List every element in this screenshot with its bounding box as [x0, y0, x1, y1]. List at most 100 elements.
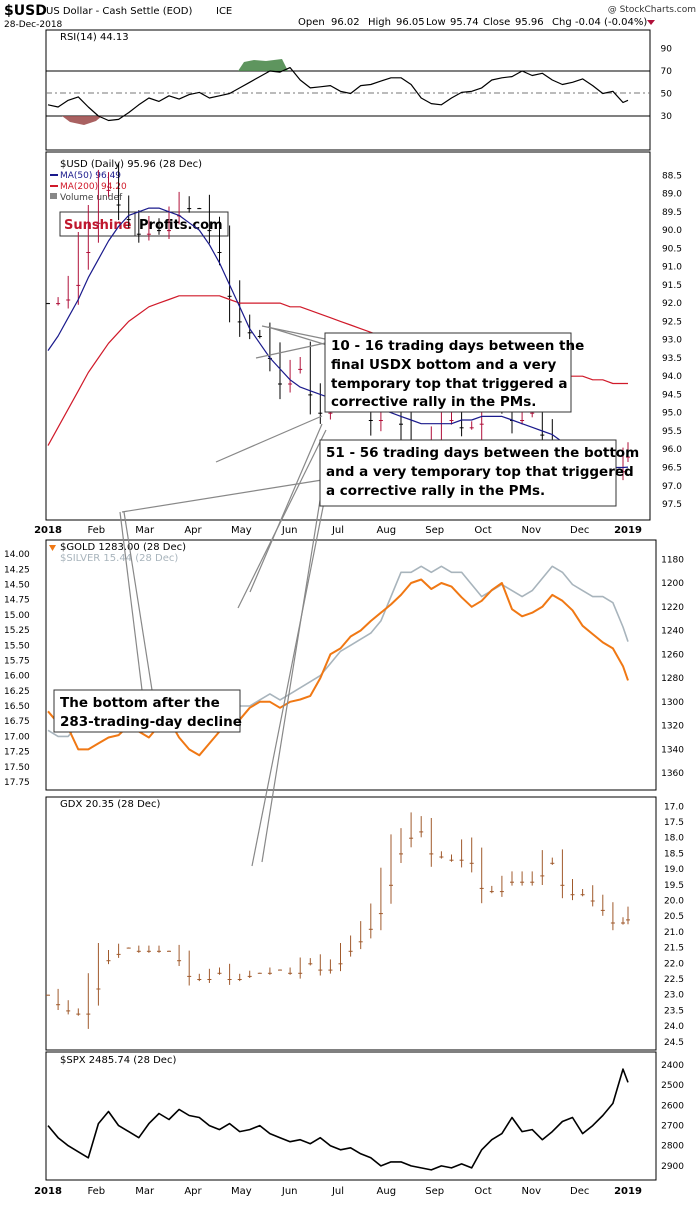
gdx-candle [237, 979, 242, 980]
spx-x-tick-label: May [231, 1186, 252, 1197]
gdx-candle [580, 894, 585, 896]
usd-candle [278, 383, 282, 385]
usd-tick-label: 90.0 [662, 226, 682, 236]
gdx-candle [278, 969, 282, 971]
usd-x-tick-label: Aug [377, 525, 397, 536]
annotation-box-1-line-3: temporary top that triggered a [331, 376, 567, 392]
gdx-candle [560, 884, 565, 886]
usd-tick-label: 88.5 [662, 171, 682, 181]
pointer-line [121, 479, 323, 513]
chg-value: -0.04 (-0.04%) [575, 17, 647, 28]
gdx-candle [96, 988, 101, 990]
gdx-tick-label: 22.0 [664, 959, 684, 969]
gdx-candle [479, 887, 484, 889]
usd-candle [157, 230, 161, 232]
gdx-tick-label: 24.5 [664, 1038, 684, 1048]
gdx-candle [610, 922, 615, 924]
usd-x-tick-label: Mar [135, 525, 155, 536]
gdx-candle [570, 894, 575, 896]
silver-tick-label: 15.50 [4, 641, 30, 651]
usd-candle [368, 420, 373, 421]
gdx-tick-label: 20.0 [664, 897, 684, 907]
gdx-candle [187, 975, 192, 977]
silver-tick-label: 14.50 [4, 581, 30, 591]
usd-tick-label: 94.5 [662, 390, 682, 400]
gdx-candle [499, 891, 504, 893]
gold-tick-label: 1260 [661, 650, 684, 660]
usd-tick-label: 93.0 [662, 336, 682, 346]
gdx-candle [197, 979, 202, 980]
spx-tick-label: 2700 [661, 1122, 684, 1132]
usd-tick-label: 92.0 [662, 299, 682, 309]
usd-candle [530, 412, 535, 414]
gold-tick-label: 1180 [661, 555, 684, 565]
gdx-candle [600, 909, 605, 911]
gdx-candle [358, 941, 363, 943]
usd-candle [469, 427, 474, 429]
high-value: 96.05 [396, 17, 425, 28]
gdx-candle [207, 979, 212, 980]
annotation-box-2-line-2: and a very temporary top that triggered [326, 464, 634, 480]
usd-tick-label: 91.5 [662, 281, 682, 291]
gdx-candle [540, 875, 545, 877]
spx-tick-label: 2600 [661, 1101, 684, 1111]
gdx-tick-label: 18.5 [664, 849, 684, 859]
watermark: @ StockCharts.com [608, 5, 696, 15]
silver-tick-label: 15.00 [4, 611, 30, 621]
gdx-tick-label: 22.5 [664, 975, 684, 985]
spx-x-tick-label: 2018 [34, 1186, 62, 1197]
usd-candle [399, 423, 403, 425]
usd-candle [227, 295, 232, 297]
silver-tick-label: 16.50 [4, 702, 30, 712]
usd-candle [96, 222, 101, 224]
usd-candle [298, 368, 303, 370]
gdx-tick-label: 17.0 [664, 802, 684, 812]
gdx-candle [308, 963, 313, 965]
spx-x-tick-label: Nov [522, 1186, 542, 1197]
rsi-tick-label: 90 [661, 45, 673, 55]
usd-tick-label: 95.0 [662, 409, 682, 419]
gdx-candle [318, 969, 323, 971]
usd-tick-label: 89.5 [662, 208, 682, 218]
usd-candle [247, 332, 252, 334]
silver-tick-label: 16.25 [4, 687, 30, 697]
gdx-candle [328, 969, 333, 971]
rsi-title: RSI(14) 44.13 [60, 32, 129, 43]
chg-label: Chg [552, 17, 572, 28]
annotation-box-1-line-2: final USDX bottom and a very [331, 357, 556, 373]
gdx-tick-label: 23.5 [664, 1006, 684, 1016]
annotation-box-2-line-1: 51 - 56 trading days between the bottom [326, 445, 639, 461]
header-symbol: $USD [4, 3, 47, 19]
gold-tick-label: 1360 [661, 769, 684, 779]
usd-x-tick-label: 2018 [34, 525, 62, 536]
gdx-candle [429, 853, 434, 855]
gdx-candle [76, 1013, 81, 1015]
spx-line [47, 1068, 629, 1171]
gdx-candle [46, 994, 50, 996]
usd-candle [479, 423, 484, 425]
pointer-line [237, 429, 327, 609]
silver-tick-label: 17.25 [4, 748, 30, 758]
usd-candle [378, 420, 383, 421]
spx-tick-label: 2500 [661, 1081, 684, 1091]
gdx-candle [298, 972, 303, 974]
high-label: High [368, 17, 391, 28]
gdx-candle [288, 972, 293, 974]
gdx-candle [116, 953, 121, 955]
gdx-candles [46, 812, 630, 1029]
pointer-line [251, 491, 327, 867]
usd-x-tick-label: Dec [570, 525, 589, 536]
silver-tick-label: 17.75 [4, 778, 30, 788]
usd-x-tick-label: May [231, 525, 252, 536]
usd-x-tick-label: Feb [87, 525, 105, 536]
usd-candle [626, 456, 630, 458]
silver-tick-label: 16.75 [4, 717, 30, 727]
spx-x-tick-label: Feb [87, 1186, 105, 1197]
gold-tick-label: 1240 [661, 627, 684, 637]
usd-x-tick-label: Jun [281, 525, 298, 536]
gold-line [47, 578, 629, 757]
rsi-tick-label: 70 [661, 67, 673, 77]
annotation-box-3-line-1: The bottom after the [60, 695, 220, 711]
spx-x-tick-label: Jun [281, 1186, 298, 1197]
